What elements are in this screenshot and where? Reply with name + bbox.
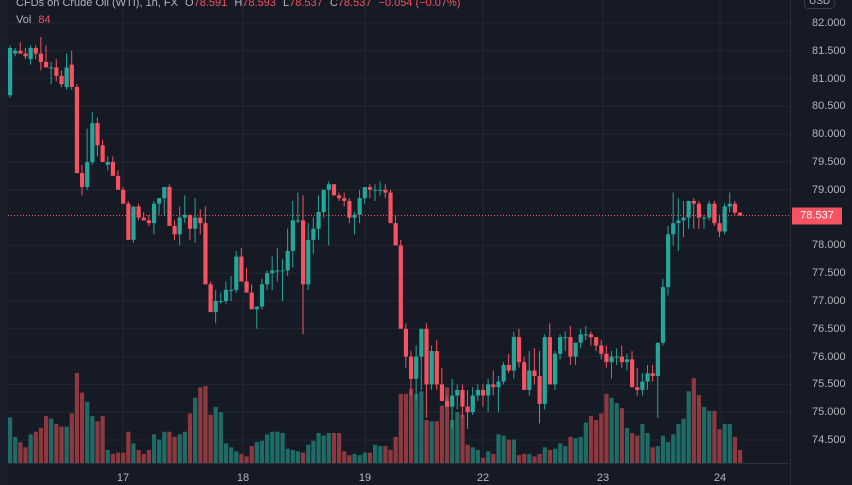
price-tick: 78.000 — [812, 239, 846, 252]
price-tick: 77.500 — [812, 267, 846, 280]
price-tick: 77.000 — [812, 295, 846, 307]
legend-volume-row: Vol 84 — [16, 13, 460, 28]
legend-ohlc-row: CFDs on Crude Oil (WTI), 1h, FX O78.591 … — [16, 0, 460, 11]
volume-label: Vol — [16, 14, 32, 26]
price-axis[interactable]: 82.000 81.500 81.000 80.500 80.000 79.500 79.0… — [790, 0, 852, 485]
time-tick: 22 — [476, 472, 490, 484]
high-value: 78.593 — [242, 0, 276, 9]
price-tick: 76.000 — [812, 350, 846, 363]
current-price-badge: 78.537 — [792, 207, 842, 225]
low-value: 78.537 — [289, 0, 323, 9]
open-value: 78.591 — [193, 0, 228, 9]
time-tick: 19 — [358, 472, 372, 484]
price-tick: 75.500 — [812, 378, 846, 391]
close-value: 78.537 — [337, 0, 372, 9]
currency-button[interactable]: USD — [804, 0, 836, 9]
close-label: C — [329, 0, 338, 9]
volume-value: 84 — [38, 14, 51, 26]
symbol-title: CFDs on Crude Oil (WTI), 1h, FX — [16, 0, 178, 9]
price-tick: 79.000 — [812, 183, 846, 196]
change-value: −0.054 (−0.07%) — [378, 0, 461, 9]
high-label: H — [234, 0, 243, 9]
price-tick: 82.000 — [812, 17, 846, 29]
price-tick: 81.500 — [812, 44, 846, 57]
time-tick: 24 — [713, 472, 727, 484]
price-tick: 74.500 — [812, 434, 846, 446]
time-tick: 18 — [236, 472, 250, 484]
price-tick: 75.000 — [812, 406, 846, 419]
price-tick: 80.000 — [812, 128, 846, 141]
price-tick: 80.500 — [812, 100, 846, 113]
price-tick: 79.500 — [812, 156, 846, 168]
time-tick: 23 — [596, 472, 610, 484]
time-tick: 17 — [116, 472, 130, 484]
price-tick: 81.000 — [812, 72, 846, 85]
price-tick: 76.500 — [812, 322, 846, 335]
open-label: O — [185, 0, 194, 9]
low-label: L — [283, 0, 290, 9]
chart-legend: CFDs on Crude Oil (WTI), 1h, FX O78.591 … — [16, 0, 460, 28]
